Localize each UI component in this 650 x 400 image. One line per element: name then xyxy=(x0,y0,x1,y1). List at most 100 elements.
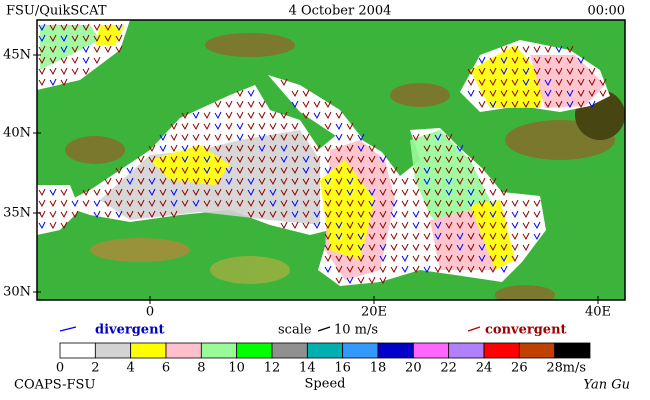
wind-vector xyxy=(313,155,321,164)
wind-vector xyxy=(159,144,167,153)
wind-vector xyxy=(258,133,266,142)
colorbar-tick-label: 22 xyxy=(440,361,457,376)
wind-vector xyxy=(434,188,442,197)
wind-vector xyxy=(324,221,332,230)
wind-vector xyxy=(379,177,387,186)
wind-vector xyxy=(511,232,519,241)
wind-vector xyxy=(313,199,321,208)
wind-vector xyxy=(137,199,145,208)
wind-vector xyxy=(93,56,101,65)
wind-vector xyxy=(456,188,464,197)
wind-vector xyxy=(357,210,365,219)
wind-vector xyxy=(445,243,453,252)
wind-vector xyxy=(478,67,486,76)
wind-vector xyxy=(489,210,497,219)
wind-vector xyxy=(49,199,57,208)
wind-vector xyxy=(49,210,57,219)
wind-vector xyxy=(445,177,453,186)
wind-vector xyxy=(522,89,530,98)
wind-vector xyxy=(335,210,343,219)
wind-vector xyxy=(467,210,475,219)
wind-vector xyxy=(489,188,497,197)
wind-vector xyxy=(577,56,585,65)
wind-vector xyxy=(533,56,541,65)
wind-vector xyxy=(324,265,332,274)
wind-vector xyxy=(423,254,431,263)
wind-vector xyxy=(60,199,68,208)
wind-vector xyxy=(302,111,310,120)
colorbar-tick-label: 12 xyxy=(264,361,281,376)
wind-vector xyxy=(148,166,156,175)
wind-vector xyxy=(346,221,354,230)
wind-vector xyxy=(82,23,90,32)
wind-vector xyxy=(225,144,233,153)
wind-vector xyxy=(291,210,299,219)
wind-vector xyxy=(478,199,486,208)
lat-label: 35N xyxy=(3,206,31,221)
wind-vector xyxy=(423,133,431,142)
wind-vector xyxy=(511,89,519,98)
wind-vector xyxy=(214,199,222,208)
wind-vector xyxy=(280,133,288,142)
wind-vector xyxy=(71,210,79,219)
wind-vector xyxy=(500,199,508,208)
wind-vector xyxy=(379,221,387,230)
colorbar-segment xyxy=(59,342,96,359)
wind-vector xyxy=(93,23,101,32)
wind-vector xyxy=(368,276,376,285)
colorbar-tick-label: 16 xyxy=(334,361,351,376)
wind-vector xyxy=(445,199,453,208)
wind-vector xyxy=(357,166,365,175)
wind-vector xyxy=(313,210,321,219)
wind-vector xyxy=(236,177,244,186)
wind-vector xyxy=(566,100,574,109)
wind-vector xyxy=(368,144,376,153)
wind-vector xyxy=(368,265,376,274)
wind-vector xyxy=(280,78,288,87)
wind-vector xyxy=(401,232,409,241)
wind-vector xyxy=(137,155,145,164)
wind-vector xyxy=(104,210,112,219)
wind-vector xyxy=(368,232,376,241)
wind-vector xyxy=(577,67,585,76)
wind-vector xyxy=(434,221,442,230)
wind-vector xyxy=(456,155,464,164)
wind-vector xyxy=(511,243,519,252)
wind-vector xyxy=(324,232,332,241)
wind-vector xyxy=(280,144,288,153)
wind-vector xyxy=(247,144,255,153)
footer-left: COAPS-FSU xyxy=(14,378,95,393)
wind-vector xyxy=(533,45,541,54)
wind-vector xyxy=(49,188,57,197)
divergent-label: divergent xyxy=(95,323,165,338)
wind-vector xyxy=(533,232,541,241)
wind-vector xyxy=(38,23,46,32)
wind-vector xyxy=(225,177,233,186)
wind-vector xyxy=(291,100,299,109)
wind-vector xyxy=(115,210,123,219)
wind-vector xyxy=(214,100,222,109)
colorbar-segment xyxy=(342,342,379,359)
wind-vector xyxy=(467,177,475,186)
wind-vector xyxy=(346,122,354,131)
wind-vector xyxy=(456,144,464,153)
wind-vector xyxy=(324,166,332,175)
wind-vector xyxy=(478,188,486,197)
wind-vector xyxy=(346,155,354,164)
wind-vector xyxy=(489,56,497,65)
colorbar-segment xyxy=(518,342,556,359)
wind-vector xyxy=(511,199,519,208)
wind-vector xyxy=(478,221,486,230)
wind-vector xyxy=(192,188,200,197)
wind-vector xyxy=(258,111,266,120)
wind-vector xyxy=(104,177,112,186)
wind-vector xyxy=(280,199,288,208)
wind-vector xyxy=(225,188,233,197)
wind-vector xyxy=(511,221,519,230)
wind-vector xyxy=(412,254,420,263)
wind-vector xyxy=(456,254,464,263)
wind-vector xyxy=(93,210,101,219)
scale-label: scale xyxy=(278,323,312,338)
wind-vector xyxy=(599,78,607,87)
wind-vector xyxy=(49,78,57,87)
